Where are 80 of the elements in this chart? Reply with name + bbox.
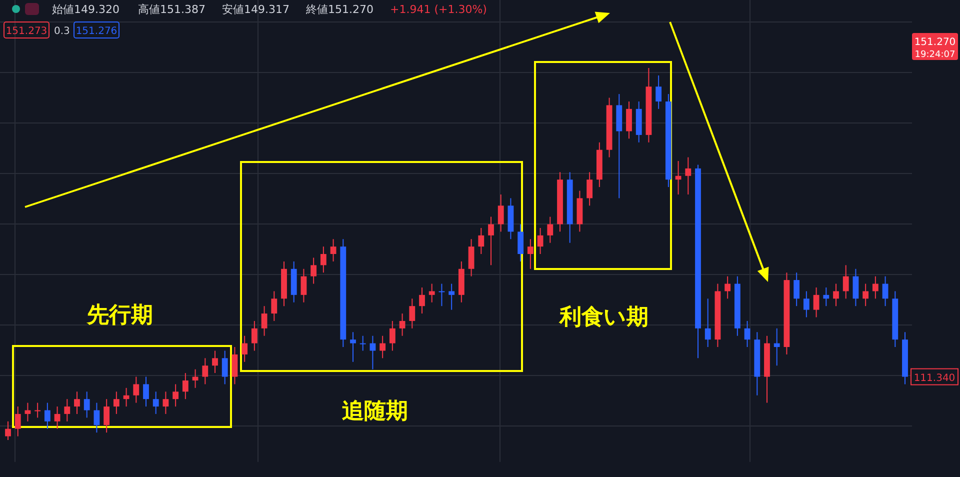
text: 高値151.387 [138,3,206,16]
candlestick [803,290,810,318]
candlestick [852,268,859,307]
candlestick [202,358,208,385]
candlestick [744,320,750,348]
text: 19:24:07 [914,50,956,60]
candlestick [527,238,534,270]
candlestick [212,350,218,374]
annotation: 追随期 [342,399,408,424]
candlestick [626,100,632,140]
candlestick [320,246,326,274]
candlestick [251,320,258,352]
candlestick [54,406,60,430]
text: 151.276 [76,26,118,37]
text: 151.270 [914,37,956,48]
candlestick [518,224,524,262]
candlestick [833,283,839,307]
candlestick [468,238,474,277]
candlestick [882,276,888,307]
candlestick [813,286,820,318]
candlestick [478,227,484,254]
candlestick [409,298,416,329]
candlestick [300,268,307,303]
candlestick [94,402,100,434]
candlestick [498,194,504,232]
candlestick [794,272,800,307]
candlestick [862,283,869,307]
annotation: 先行期 [86,303,153,328]
candlestick [488,216,494,266]
candlestick [438,283,445,307]
candlestick [823,286,830,307]
candlestick [84,391,90,418]
candlestick [724,276,731,300]
candlestick [14,406,21,437]
candlestick [428,283,435,303]
candlestick [74,391,80,414]
candlestick [44,402,50,430]
candlestick [842,264,849,300]
candlestick [704,298,711,348]
candlestick [685,156,692,195]
candlestick [586,172,593,206]
candlestick [271,290,278,322]
candlestick [34,402,41,418]
candlestick [537,227,544,254]
candlestick [133,376,140,404]
candlestick [24,402,31,422]
text: 111.340 [914,372,956,384]
candlestick [774,328,780,366]
text: 0.3 [54,26,70,37]
candlestick [380,335,386,359]
text: 安値149.317 [222,3,290,16]
candlestick [242,335,248,362]
candlestick [310,257,317,284]
candlestick [360,335,366,352]
candlestick [547,216,554,244]
candlestick [222,350,228,385]
candlestick [113,391,120,414]
candlestick [261,306,268,336]
candlestick [350,332,356,362]
candlestick [5,420,11,440]
candlestick [330,238,336,262]
candlestick [64,398,70,422]
text: 151.273 [6,26,48,37]
candlestick [172,384,179,408]
candlestick [656,74,662,110]
candlestick [143,376,149,408]
candlestick [152,391,159,414]
candlestick [162,391,169,414]
candlestick [389,320,396,352]
candlestick [232,346,238,385]
text: +1.941 (+1.30%) [390,3,487,16]
candlestick [419,286,425,314]
candlestick [182,372,188,400]
text: 終値151.270 [305,3,374,16]
text: 始値149.320 [52,3,120,16]
candlestick [448,283,455,310]
annotation: 利食い期 [558,305,648,330]
candlestick [872,276,878,300]
candlestick [104,398,110,434]
candlestick [399,313,406,336]
